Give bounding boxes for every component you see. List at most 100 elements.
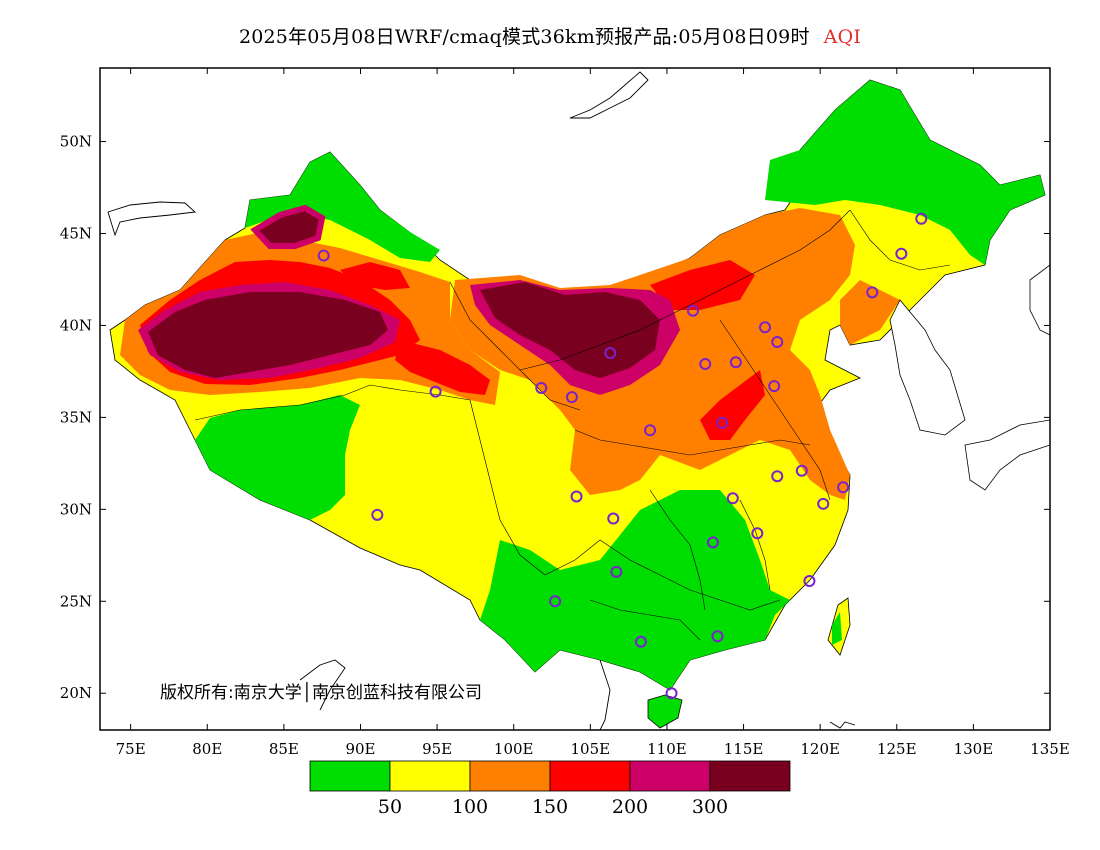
legend-swatch <box>629 760 711 792</box>
station-marker <box>706 536 719 549</box>
station-marker <box>716 416 729 429</box>
x-tick-label: 95E <box>422 740 452 758</box>
coast-taiwan-strait <box>829 721 856 729</box>
border-central <box>574 429 811 456</box>
legend-label: 150 <box>532 796 568 818</box>
x-tick-label: 120E <box>800 740 840 758</box>
station-marker <box>535 381 548 394</box>
y-tick-label: 35N <box>60 408 92 426</box>
y-tick-label: 25N <box>60 592 92 610</box>
border-xinjiang-tibet <box>194 384 471 421</box>
y-tick-label: 45N <box>60 225 92 243</box>
y-tick-label: 50N <box>60 133 92 151</box>
station-marker <box>751 527 764 540</box>
x-tick-label: 115E <box>724 740 764 758</box>
x-tick-label: 90E <box>345 740 375 758</box>
x-tick-label: 110E <box>647 740 687 758</box>
y-tick-label: 30N <box>60 500 92 518</box>
coast-caspian <box>107 201 197 237</box>
axis-ticks <box>100 68 1051 730</box>
border-inner-mongolia <box>519 209 851 371</box>
coast-indochina <box>599 659 611 730</box>
station-marker <box>837 481 850 494</box>
map-title: 2025年05月08日WRF/cmaq模式36km预报产品:05月08日09时 A… <box>0 22 1100 49</box>
region-green-north-xinjiang <box>245 152 440 262</box>
region-red-north-xj <box>340 262 410 290</box>
monitoring-stations <box>317 212 928 700</box>
title-variable: AQI <box>823 26 862 48</box>
station-marker <box>726 492 739 505</box>
x-axis-labels: 75E 80E 85E 90E 95E 100E 105E 110E 115E 120E 125E 1… <box>116 740 1070 758</box>
legend-label: 200 <box>612 796 648 818</box>
station-marker <box>866 286 879 299</box>
region-dark-taklamakan <box>148 292 388 378</box>
neighbor-korea <box>889 299 966 436</box>
station-marker <box>607 512 620 525</box>
station-marker <box>915 212 928 225</box>
border-hunan <box>649 489 706 611</box>
x-tick-label: 135E <box>1030 740 1070 758</box>
legend-swatch <box>389 760 471 792</box>
region-red-qinghai <box>395 340 490 395</box>
station-marker <box>711 630 724 643</box>
aqi-legend: 50 100 150 200 300 <box>309 760 791 818</box>
legend-swatch <box>709 760 791 792</box>
station-marker <box>634 635 647 648</box>
station-marker <box>565 391 578 404</box>
station-marker <box>429 385 442 398</box>
station-marker <box>699 358 712 371</box>
station-marker <box>768 380 781 393</box>
coast-kamchatka <box>569 71 649 119</box>
coast-bay-of-bengal <box>299 659 346 711</box>
x-tick-label: 130E <box>954 740 994 758</box>
y-tick-label: 40N <box>60 316 92 334</box>
station-marker <box>759 321 771 334</box>
x-tick-label: 85E <box>269 740 299 758</box>
station-marker <box>771 335 784 348</box>
title-text: 2025年05月08日WRF/cmaq模式36km预报产品:05月08日09时 <box>238 26 810 48</box>
region-green-south <box>480 490 790 690</box>
region-dark-dzungaria <box>250 204 326 249</box>
x-tick-label: 105E <box>571 740 611 758</box>
station-marker <box>570 490 583 503</box>
legend-label: 50 <box>378 796 402 818</box>
station-marker <box>803 575 816 588</box>
station-marker <box>686 304 699 317</box>
legend-swatch <box>549 760 631 792</box>
border-sichuan <box>469 399 601 576</box>
station-marker <box>610 565 623 578</box>
station-marker <box>795 464 808 477</box>
station-marker <box>644 424 657 437</box>
station-marker <box>317 249 330 262</box>
legend-swatch <box>309 760 391 792</box>
border-jiangxi <box>739 499 771 591</box>
border-south <box>599 539 781 611</box>
legend-swatch <box>469 760 551 792</box>
legend-label: 300 <box>692 796 728 818</box>
y-tick-label: 20N <box>60 684 92 702</box>
border-northeast <box>849 209 951 271</box>
region-green-northeast <box>765 80 1045 265</box>
y-axis-labels: 50N 45N 40N 35N 30N 25N 20N <box>60 133 92 703</box>
x-tick-label: 125E <box>877 740 917 758</box>
x-tick-label: 80E <box>192 740 222 758</box>
x-tick-label: 75E <box>116 740 146 758</box>
station-marker <box>665 687 678 700</box>
border-east <box>719 319 831 501</box>
station-marker <box>604 347 617 360</box>
border-guangxi <box>589 599 701 641</box>
x-tick-label: 100E <box>494 740 534 758</box>
station-marker <box>817 497 830 510</box>
region-green-taiwan-inner <box>832 612 842 645</box>
region-green-hainan <box>647 694 683 729</box>
station-marker <box>771 470 784 483</box>
station-marker <box>895 247 908 260</box>
map-frame <box>99 67 1051 731</box>
border-qinghai-gansu <box>449 281 581 411</box>
station-marker <box>549 595 562 608</box>
station-marker <box>371 508 384 521</box>
region-green-tibet <box>195 395 360 520</box>
station-marker <box>729 356 742 369</box>
region-orange-east-liaoning <box>840 280 900 345</box>
